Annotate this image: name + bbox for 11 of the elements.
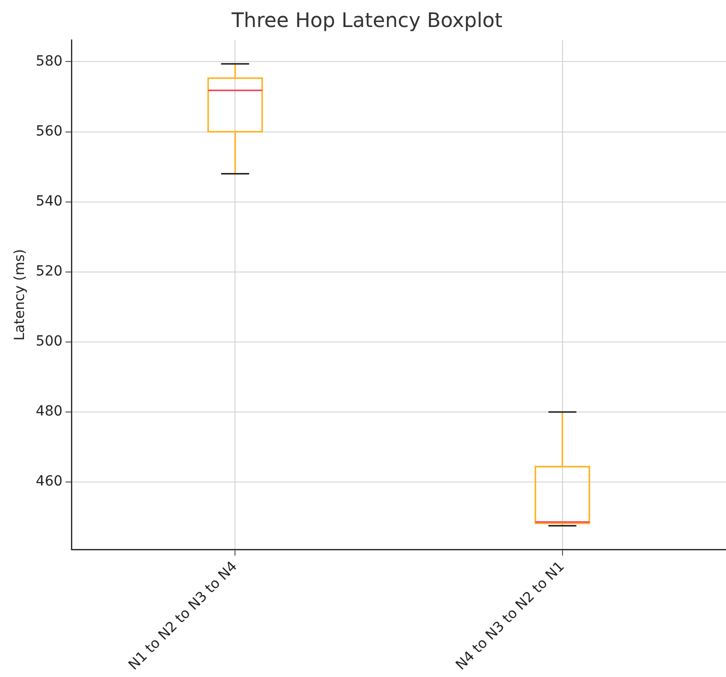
y-tick-label: 540 <box>36 193 63 210</box>
x-tick-label: N4 to N3 to N2 to N1 <box>452 558 568 674</box>
y-axis-title: Latency (ms) <box>12 248 28 341</box>
y-tick-label: 500 <box>36 334 63 350</box>
y-tick-label: 560 <box>36 123 63 140</box>
chart-title: Three Hop Latency Boxplot <box>230 8 503 32</box>
y-tick-label: 520 <box>36 264 63 280</box>
y-tick-label: 460 <box>36 474 63 490</box>
y-tick-label: 480 <box>36 404 63 420</box>
y-tick-label: 580 <box>36 53 63 70</box>
x-tick-label: N1 to N2 to N3 to N4 <box>126 558 241 674</box>
